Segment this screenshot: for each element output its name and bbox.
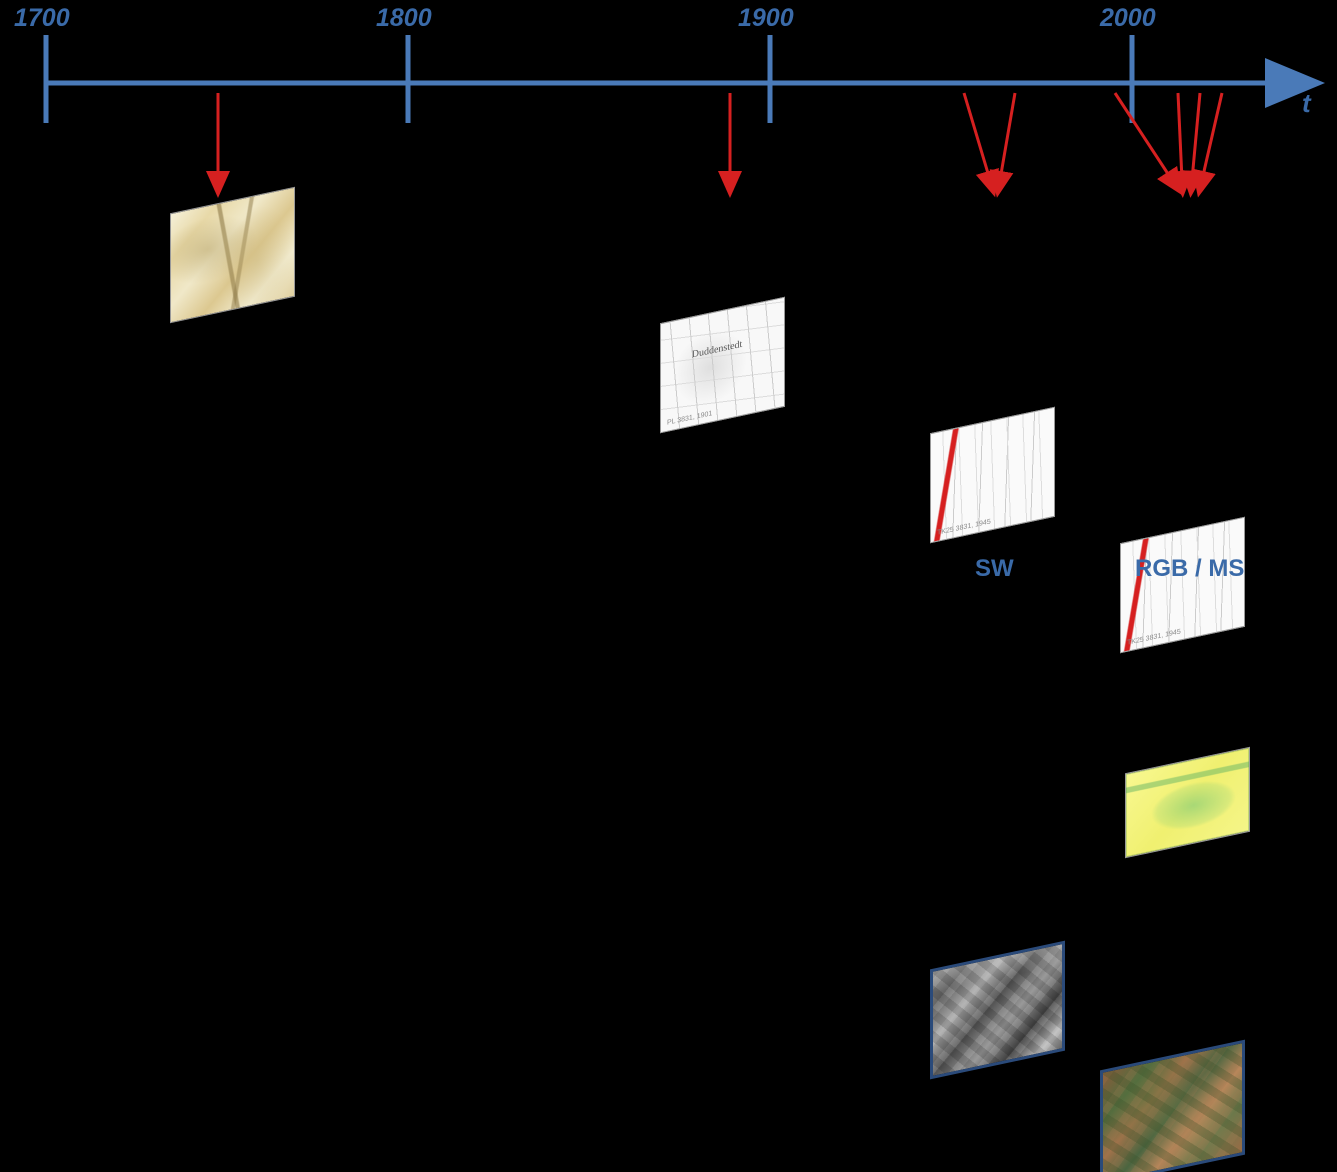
year-label-1900: 1900 xyxy=(738,4,794,33)
year-label-1700: 1700 xyxy=(14,4,70,33)
thumb-photo-rgb-back xyxy=(1100,1040,1245,1172)
year-text: 2000 xyxy=(1100,4,1156,32)
year-text: 1800 xyxy=(376,4,432,32)
timeline-diagram: 1700180019002000 t PL 3831, 1901TK25 383… xyxy=(0,0,1337,586)
caption-text: SW xyxy=(975,555,1014,582)
year-label-2000: 2000 xyxy=(1100,4,1156,33)
caption-rgb-ms: RGB / MS xyxy=(1135,555,1244,583)
thumb-sublabel: TK25 3831, 1945 xyxy=(1127,628,1181,646)
year-text: 1700 xyxy=(14,4,70,32)
caption-text: RGB / MS xyxy=(1135,555,1244,582)
axis-label-text: t xyxy=(1302,88,1311,118)
thumb-photo-bw xyxy=(930,941,1065,1080)
year-text: 1900 xyxy=(738,4,794,32)
axis-label: t xyxy=(1302,88,1311,119)
caption-sw: SW xyxy=(975,555,1014,583)
thumb-yellow-map xyxy=(1125,747,1250,859)
year-label-1800: 1800 xyxy=(376,4,432,33)
